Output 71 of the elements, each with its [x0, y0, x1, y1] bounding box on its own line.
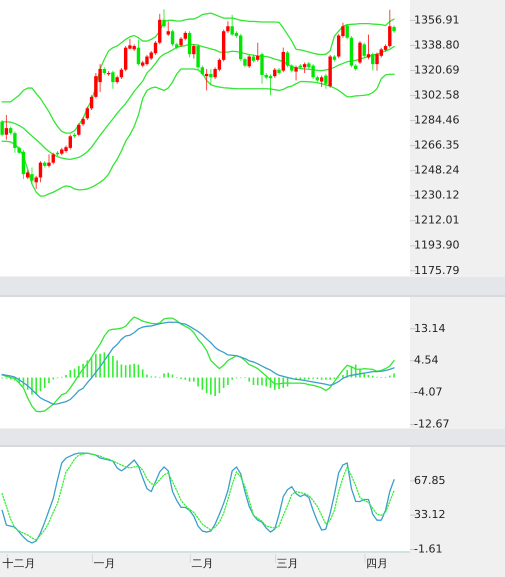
candlestick [94, 72, 98, 100]
candlestick [196, 44, 200, 70]
candlestick [52, 152, 55, 165]
candlestick [188, 30, 192, 58]
candlestick [0, 120, 4, 137]
candlestick [302, 62, 306, 74]
candlestick [98, 64, 102, 93]
y-tick-label: -4.07 [414, 386, 442, 399]
y-tick-label: 1212.01 [414, 214, 460, 227]
candlestick [256, 42, 260, 62]
candlestick [124, 46, 128, 72]
x-tick-label: 一月 [93, 557, 116, 570]
candlestick [273, 68, 276, 78]
candlestick [324, 73, 328, 90]
y-tick-label: 33.12 [414, 508, 446, 522]
candlestick [22, 150, 26, 180]
y-tick-label: 67.85 [414, 474, 446, 487]
candlestick [38, 160, 42, 183]
candlestick [170, 29, 174, 47]
y-tick-label: 1230.12 [414, 188, 460, 202]
candlestick [68, 134, 72, 150]
candlestick [192, 44, 196, 60]
candlestick [158, 13, 162, 45]
y-tick-label: 4.54 [414, 354, 438, 367]
y-tick-label: 1175.79 [414, 264, 460, 277]
y-tick-label: 1338.80 [414, 38, 460, 52]
candlestick [294, 65, 298, 81]
candlestick [111, 70, 115, 90]
candlestick [4, 114, 8, 140]
candlestick [184, 30, 188, 41]
line-series [1, 12, 395, 134]
candlestick [200, 65, 204, 76]
candlestick [209, 68, 213, 86]
candlestick [230, 14, 234, 37]
candlestick [388, 9, 392, 48]
y-tick-label: 1248.24 [414, 164, 460, 177]
candlestick [166, 20, 170, 37]
y-tick-label: 1193.90 [414, 238, 460, 252]
y-tick-label: -1.61 [414, 542, 442, 556]
y-tick-label: 1320.69 [414, 64, 460, 77]
candlestick [179, 36, 183, 48]
candlestick [77, 122, 81, 137]
candlestick [371, 52, 374, 72]
y-tick-label: 1356.91 [414, 13, 460, 26]
y-tick-label: 1284.46 [414, 114, 460, 127]
x-tick-label: 四月 [366, 557, 388, 570]
y-tick-label: 13.14 [414, 322, 446, 335]
candlestick [282, 47, 285, 73]
candlestick [362, 42, 366, 58]
x-tick-label: 十二月 [2, 557, 36, 570]
y-tick-label: 1266.35 [414, 138, 460, 152]
candlestick [286, 50, 290, 68]
candlestick [13, 130, 17, 154]
candlestick [204, 68, 208, 91]
candlestick [248, 54, 251, 68]
candlestick [86, 106, 90, 120]
candlestick [320, 75, 324, 88]
candlestick [90, 94, 94, 111]
candlestick [311, 64, 315, 80]
y-tick-label: -12.67 [414, 418, 450, 431]
candlestick [366, 34, 370, 60]
x-tick-label: 三月 [276, 557, 299, 570]
candlestick [226, 20, 230, 34]
candlestick [345, 23, 349, 40]
candlestick [120, 68, 124, 80]
x-tick-label: 二月 [191, 557, 214, 570]
candlestick [34, 175, 38, 190]
line-series [1, 68, 395, 197]
y-tick-label: 1302.58 [414, 88, 460, 102]
candlestick [238, 33, 242, 62]
candlestick [47, 154, 51, 168]
